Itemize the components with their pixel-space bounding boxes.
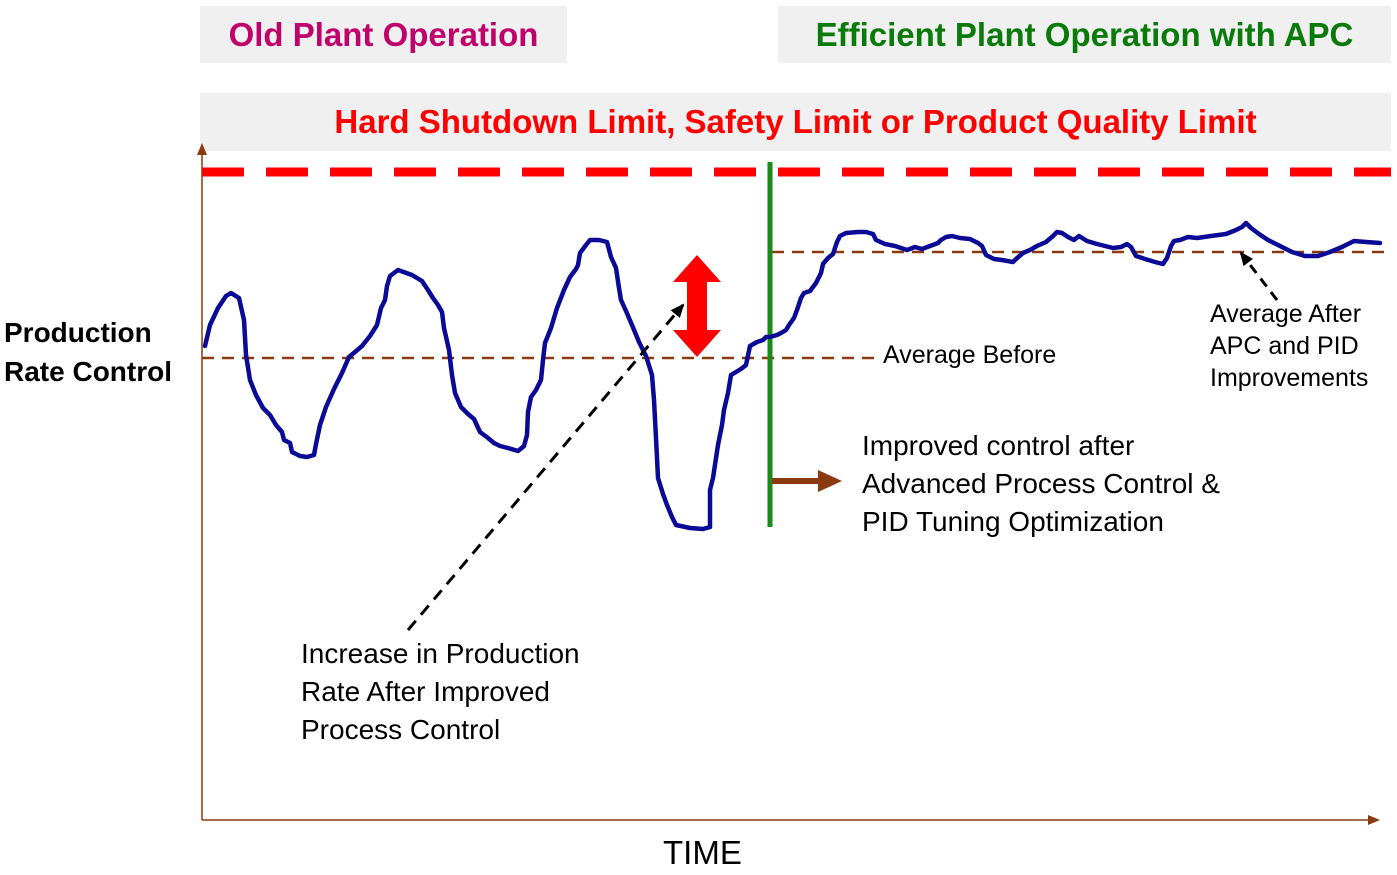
average-after-pointer-arrow — [1239, 251, 1279, 301]
production-rate-signal — [202, 220, 1383, 532]
average-after-label: Average After APC and PID Improvements — [1210, 298, 1368, 394]
efficient-plant-header: Efficient Plant Operation with APC — [778, 6, 1391, 63]
y-axis-label-line2: Rate Control — [4, 356, 172, 387]
increase-pointer-arrow — [406, 303, 685, 631]
limit-header: Hard Shutdown Limit, Safety Limit or Pro… — [200, 93, 1391, 151]
average-after-line2: APC and PID — [1210, 332, 1359, 360]
x-axis-label: TIME — [663, 834, 742, 871]
average-before-label: Average Before — [883, 341, 1057, 369]
increase-line1: Increase in Production — [301, 638, 580, 669]
y-axis-label-line1: Production — [4, 317, 152, 348]
improved-control-line3: PID Tuning Optimization — [862, 506, 1164, 537]
y-axis-label: Production Rate Control — [4, 313, 172, 391]
improved-control-line1: Improved control after — [862, 430, 1135, 461]
increase-line2: Rate After Improved — [301, 676, 551, 707]
average-after-line3: Improvements — [1210, 364, 1369, 392]
limit-header-text: Hard Shutdown Limit, Safety Limit or Pro… — [334, 103, 1257, 140]
red-double-arrow-icon — [673, 255, 721, 357]
increase-line3: Process Control — [301, 714, 501, 745]
efficient-plant-header-text: Efficient Plant Operation with APC — [815, 15, 1354, 53]
average-after-line1: Average After — [1210, 300, 1362, 328]
increase-production-label: Increase in Production Rate After Improv… — [301, 635, 580, 749]
brown-right-arrow-icon — [772, 470, 842, 492]
old-plant-header-text: Old Plant Operation — [228, 15, 539, 53]
old-plant-header: Old Plant Operation — [200, 6, 567, 63]
improved-control-label: Improved control after Advanced Process … — [862, 427, 1220, 541]
improved-control-line2: Advanced Process Control & — [862, 468, 1220, 499]
